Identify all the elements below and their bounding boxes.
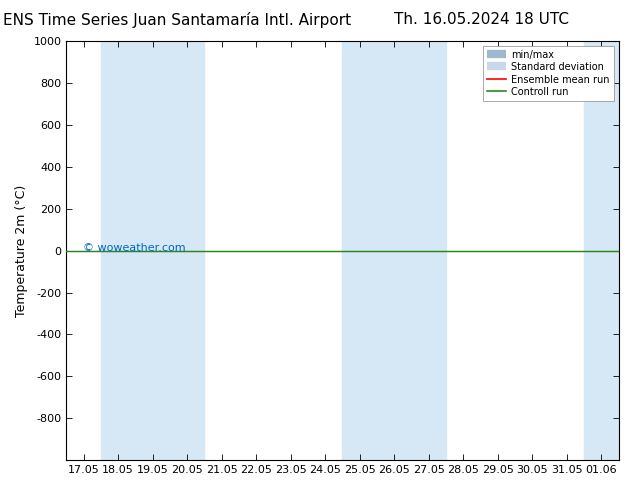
Bar — [584, 41, 634, 460]
Bar — [342, 41, 446, 460]
Y-axis label: Temperature 2m (°C): Temperature 2m (°C) — [15, 184, 28, 317]
Text: Th. 16.05.2024 18 UTC: Th. 16.05.2024 18 UTC — [394, 12, 569, 27]
Legend: min/max, Standard deviation, Ensemble mean run, Controll run: min/max, Standard deviation, Ensemble me… — [483, 46, 614, 101]
Text: ENS Time Series Juan Santamaría Intl. Airport: ENS Time Series Juan Santamaría Intl. Ai… — [3, 12, 352, 28]
Bar — [101, 41, 204, 460]
Text: © woweather.com: © woweather.com — [83, 244, 186, 253]
